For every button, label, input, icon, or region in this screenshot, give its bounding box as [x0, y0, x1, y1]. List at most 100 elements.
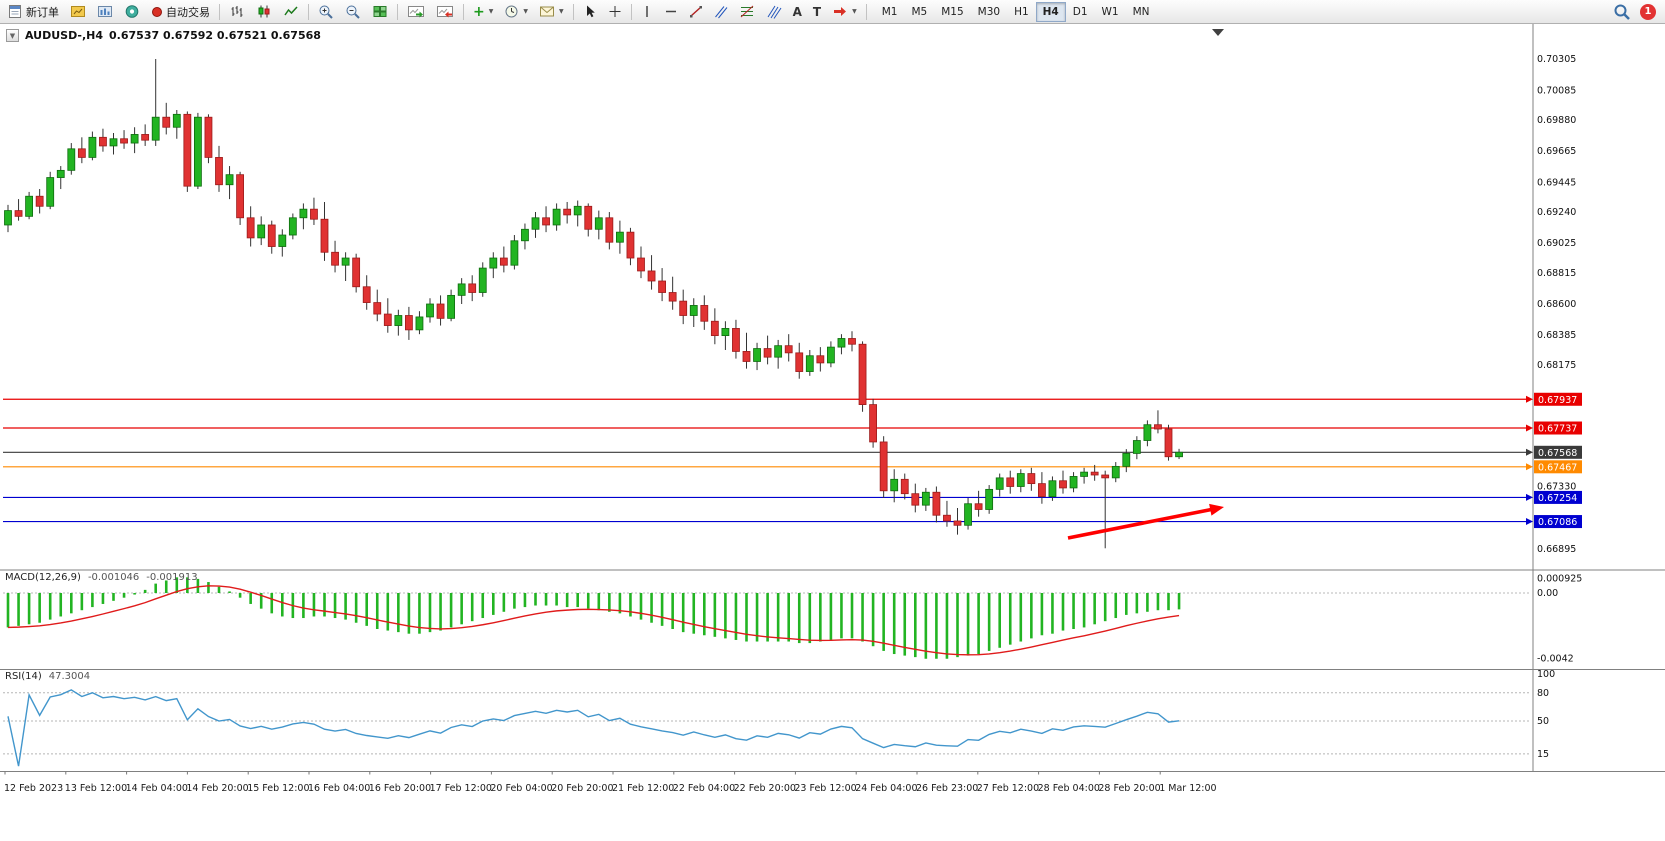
timeframe-button-h1[interactable]: H1	[1007, 2, 1036, 22]
templates-button[interactable]: ▼	[534, 2, 569, 22]
cursor-button[interactable]	[578, 2, 602, 22]
svg-text:-0.0042: -0.0042	[1537, 654, 1574, 665]
macd-value-signal: -0.001913	[146, 572, 198, 583]
market-watch-icon	[98, 6, 112, 17]
bar-chart-button[interactable]	[224, 2, 250, 22]
svg-text:13 Feb 12:00: 13 Feb 12:00	[65, 783, 127, 794]
svg-text:27 Feb 12:00: 27 Feb 12:00	[977, 783, 1039, 794]
cursor-icon	[586, 5, 595, 18]
crosshair-button[interactable]	[603, 2, 627, 22]
notification-badge[interactable]: 1	[1640, 3, 1656, 20]
svg-text:0.68175: 0.68175	[1537, 360, 1576, 371]
timeframe-button-m15[interactable]: M15	[934, 2, 970, 22]
price-badge-resistance	[1534, 392, 1582, 406]
svg-text:21 Feb 12:00: 21 Feb 12:00	[612, 783, 674, 794]
chart-symbol-period: AUDUSD-,H4	[25, 29, 104, 42]
line-chart-icon	[284, 6, 298, 16]
horizontal-line-icon	[665, 10, 676, 13]
arrows-tool-button[interactable]: ▼	[827, 2, 862, 22]
panel-separators[interactable]	[0, 24, 1665, 772]
svg-text:0.000925: 0.000925	[1537, 574, 1582, 585]
tile-windows-button[interactable]	[367, 2, 393, 22]
chart-canvas[interactable]: 0.000925 0.00 -0.0042 100 80 50 15 0.70305 0.700…	[0, 24, 1665, 841]
bar-chart-icon	[231, 6, 243, 17]
timeframe-button-m30[interactable]: M30	[971, 2, 1007, 22]
svg-text:22 Feb 04:00: 22 Feb 04:00	[673, 783, 735, 794]
label-tool-button[interactable]: T	[808, 2, 826, 22]
timeframe-button-m5[interactable]: M5	[904, 2, 934, 22]
svg-text:17 Feb 12:00: 17 Feb 12:00	[430, 783, 492, 794]
text-tool-icon: A	[792, 4, 802, 19]
rsi-value: 47.3004	[48, 671, 91, 682]
one-click-trading-toggle[interactable]: ▼	[6, 29, 19, 42]
rsi-name: RSI(14)	[5, 671, 42, 682]
price-badge-support	[1534, 515, 1582, 529]
trend-arrow-annotation[interactable]	[1067, 503, 1224, 540]
text-tool-button[interactable]: A	[788, 2, 807, 22]
svg-text:14 Feb 20:00: 14 Feb 20:00	[186, 783, 248, 794]
svg-text:0.69665: 0.69665	[1537, 146, 1576, 157]
svg-text:50: 50	[1537, 716, 1549, 727]
search-icon[interactable]	[1613, 3, 1631, 21]
periods-button[interactable]: ▼	[499, 2, 533, 22]
timeframe-button-mn[interactable]: MN	[1126, 2, 1157, 22]
auto-scroll-button[interactable]	[402, 2, 430, 22]
svg-text:28 Feb 20:00: 28 Feb 20:00	[1098, 783, 1160, 794]
fibonacci-tool-button[interactable]	[734, 2, 760, 22]
svg-text:0.00: 0.00	[1537, 588, 1558, 599]
clock-icon	[505, 5, 518, 18]
dropdown-caret-icon: ▼	[852, 8, 857, 15]
chart-shift-button[interactable]	[431, 2, 459, 22]
price-axis[interactable]: 0.70305 0.70085 0.69880 0.69665 0.69445 0.692…	[1526, 54, 1582, 555]
horizontal-line-tool-button[interactable]	[659, 2, 683, 22]
trendline-tool-button[interactable]	[684, 2, 708, 22]
toolbar-separator	[572, 3, 574, 20]
new-order-label: 新订单	[26, 5, 59, 19]
svg-text:1 Mar 12:00: 1 Mar 12:00	[1159, 783, 1216, 794]
price-badge-support	[1534, 490, 1582, 504]
svg-text:0.68815: 0.68815	[1537, 268, 1576, 279]
zoom-in-button[interactable]	[313, 2, 339, 22]
svg-text:0.68600: 0.68600	[1537, 299, 1576, 310]
vertical-line-tool-button[interactable]	[636, 2, 658, 22]
line-chart-button[interactable]	[278, 2, 304, 22]
svg-text:0.66895: 0.66895	[1537, 544, 1576, 555]
toolbar-separator	[308, 3, 309, 20]
candlestick-chart-button[interactable]	[251, 2, 277, 22]
price-badge-level	[1534, 460, 1582, 474]
svg-text:0.68385: 0.68385	[1537, 330, 1576, 341]
toolbar-separator	[397, 3, 398, 20]
macd-name: MACD(12,26,9)	[5, 572, 81, 583]
svg-text:100: 100	[1537, 669, 1555, 680]
new-order-button[interactable]: 新订单	[3, 2, 64, 22]
chart-window: 0.000925 0.00 -0.0042 100 80 50 15 0.70305 0.700…	[0, 24, 1665, 841]
vertical-line-icon	[645, 6, 648, 17]
candles-layer	[4, 59, 1183, 549]
timeframe-button-w1[interactable]: W1	[1095, 2, 1126, 22]
price-badge-resistance	[1534, 421, 1582, 435]
svg-text:0.67937: 0.67937	[1538, 395, 1577, 406]
timeframe-button-m1[interactable]: M1	[875, 2, 905, 22]
pitchfork-tool-button[interactable]	[761, 2, 787, 22]
svg-text:0.69880: 0.69880	[1537, 115, 1576, 126]
dropdown-caret-icon: ▼	[558, 8, 564, 15]
price-lines-layer[interactable]	[3, 398, 1531, 523]
chart-shift-marker[interactable]	[1212, 29, 1224, 36]
macd-panel-label: MACD(12,26,9) -0.001046 -0.001913	[5, 572, 198, 583]
candlestick-chart-icon	[258, 5, 270, 18]
charts-button[interactable]	[65, 2, 91, 22]
dropdown-caret-icon: ▼	[488, 8, 494, 15]
indicators-button[interactable]: + ▼	[468, 2, 498, 22]
channel-tool-button[interactable]	[709, 2, 733, 22]
svg-text:20 Feb 04:00: 20 Feb 04:00	[490, 783, 552, 794]
zoom-out-button[interactable]	[340, 2, 366, 22]
navigator-button[interactable]	[119, 2, 145, 22]
timeframe-button-d1[interactable]: D1	[1066, 2, 1095, 22]
svg-text:0.69240: 0.69240	[1537, 207, 1576, 218]
auto-trading-button[interactable]: 自动交易	[146, 2, 215, 22]
market-watch-button[interactable]	[92, 2, 118, 22]
svg-text:0.67254: 0.67254	[1538, 493, 1577, 504]
chart-ohlc-values: 0.67537 0.67592 0.67521 0.67568	[109, 29, 321, 42]
timeframe-button-h4[interactable]: H4	[1035, 1, 1066, 22]
